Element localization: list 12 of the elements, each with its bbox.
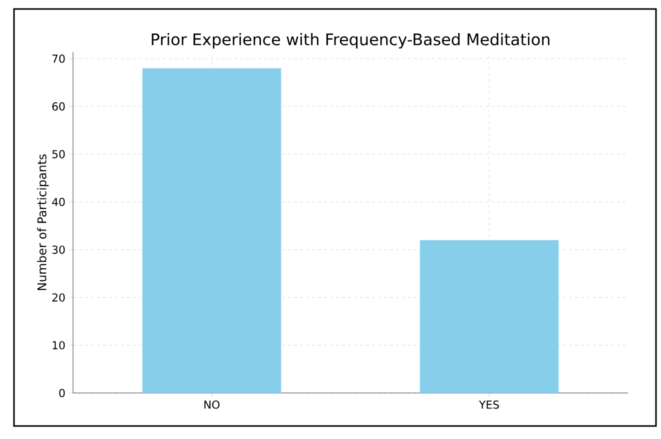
y-tick-label: 20 <box>52 293 65 302</box>
y-axis-title: Number of Participants <box>37 154 49 290</box>
x-tick-label: YES <box>478 400 499 409</box>
y-tick-label: 0 <box>59 388 65 398</box>
y-tick-label: 60 <box>52 102 65 111</box>
y-tick-label: 40 <box>52 198 65 206</box>
y-tick-label: 70 <box>52 54 65 63</box>
x-tick-label: NO <box>204 400 220 409</box>
y-tick-label: 30 <box>52 246 65 254</box>
chart-title: Prior Experience with Frequency-Based Meditation <box>152 33 550 48</box>
y-tick-label: 50 <box>52 150 65 158</box>
y-tick-label: 10 <box>52 341 65 350</box>
